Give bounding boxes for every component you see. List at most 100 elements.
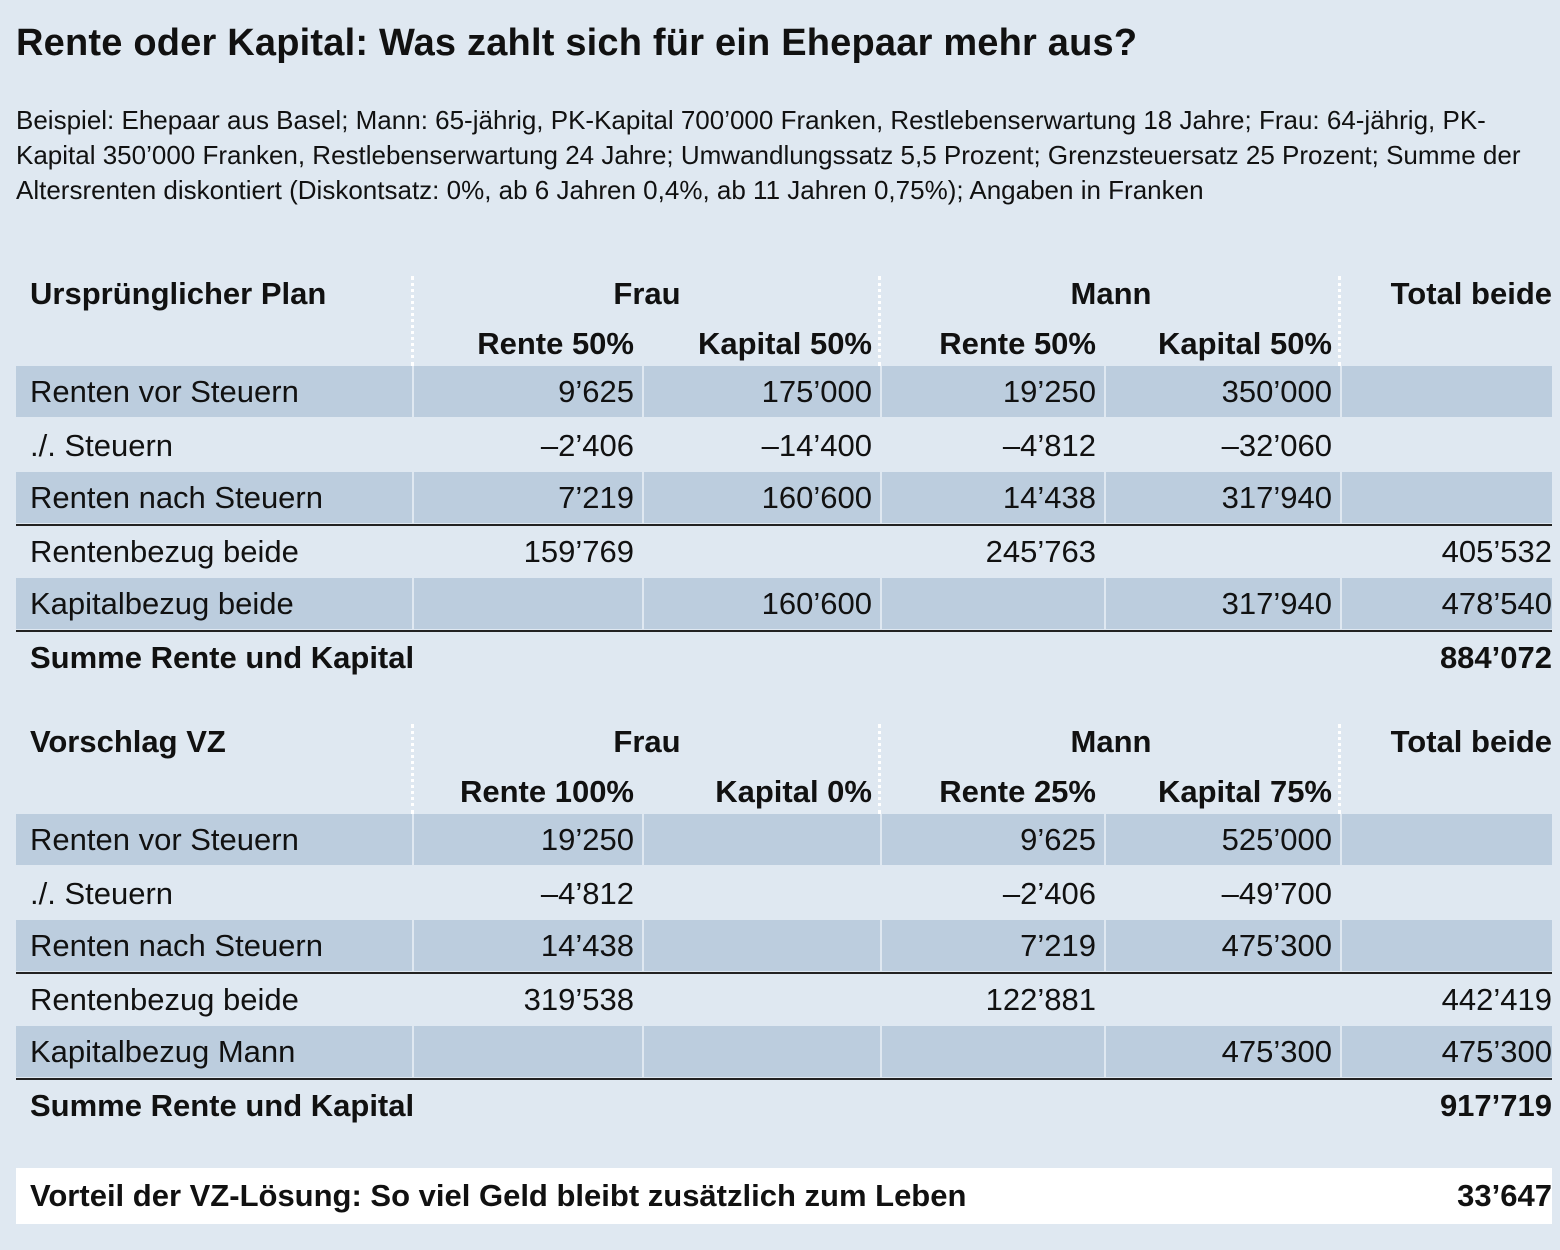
column-divider [411,724,414,814]
divider-line [16,972,1552,974]
sum-value: 917’719 [1439,1088,1552,1123]
cell [1342,920,1552,971]
cell: –4’812 [540,876,634,911]
cell: 317’940 [1106,472,1340,523]
cell: 175’000 [644,366,880,417]
subheader: Rente 50% [939,326,1096,361]
cell: 475’300 [1342,1026,1552,1077]
table-row: Renten vor Steuern 9’625 175’000 19’250 … [16,366,1552,417]
subheader: Rente 25% [939,774,1096,809]
table-subheader-row: Rente 50% Kapital 50% Rente 50% Kapital … [16,326,1552,366]
cell: –32’060 [1221,428,1332,463]
table-header-row: Ursprünglicher Plan Frau Mann Total beid… [16,276,1552,326]
table-subheader-row: Rente 100% Kapital 0% Rente 25% Kapital … [16,774,1552,814]
divider-line [16,1078,1552,1080]
cell: –4’812 [1002,428,1096,463]
group-header-total: Total beide [1390,724,1552,759]
cell: 350’000 [1106,366,1340,417]
table-row: ./. Steuern –2’406 –14’400 –4’812 –32’06… [16,420,1552,471]
cell: 9’625 [414,366,642,417]
subheader: Kapital 50% [1157,326,1332,361]
sum-value: 884’072 [1439,640,1552,675]
table-heading: Ursprünglicher Plan [30,276,327,311]
cell [1342,814,1552,865]
subheader: Kapital 50% [697,326,872,361]
cell [882,578,1104,629]
subheader: Kapital 75% [1157,774,1332,809]
sum-row: Summe Rente und Kapital 884’072 [16,632,1552,683]
group-header-frau: Frau [613,276,681,311]
cell: 525’000 [1106,814,1340,865]
column-divider [1338,724,1341,814]
subheader: Rente 50% [477,326,634,361]
group-header-total: Total beide [1390,276,1552,311]
sum-label: Summe Rente und Kapital [30,640,415,675]
cell: 160’600 [644,578,880,629]
cell: 405’532 [1441,534,1552,569]
cell [1342,868,1552,919]
cell [882,1026,1104,1077]
cell: 7’219 [414,472,642,523]
cell [644,814,880,865]
sum-row: Summe Rente und Kapital 917’719 [16,1080,1552,1131]
intro-text: Beispiel: Ehepaar aus Basel; Mann: 65-jä… [16,105,1521,205]
column-divider [1338,276,1341,366]
column-divider [878,276,881,366]
advantage-label: Vorteil der VZ-Lösung: So viel Geld blei… [30,1178,967,1213]
row-label: Renten vor Steuern [16,814,412,865]
advantage-value: 33’647 [1457,1178,1552,1213]
cell: 159’769 [523,534,634,569]
cell [644,920,880,971]
cell [644,974,880,1025]
table-heading: Vorschlag VZ [30,724,226,759]
cell: 245’763 [985,534,1096,569]
cell [414,1026,642,1077]
cell [1342,366,1552,417]
table-row: Renten nach Steuern 7’219 160’600 14’438… [16,472,1552,523]
cell: –49’700 [1221,876,1332,911]
table-row: Renten vor Steuern 19’250 9’625 525’000 [16,814,1552,865]
table-row: Kapitalbezug Mann 475’300 475’300 [16,1026,1552,1077]
divider-line [16,524,1552,526]
row-label: ./. Steuern [30,876,174,911]
cell [1106,526,1340,577]
cell: 319’538 [523,982,634,1017]
cell: 7’219 [882,920,1104,971]
cell: –14’400 [761,428,872,463]
cell: 19’250 [882,366,1104,417]
cell [644,868,880,919]
cell: 14’438 [882,472,1104,523]
subheader: Kapital 0% [715,774,872,809]
cell: 475’300 [1106,1026,1340,1077]
page-title: Rente oder Kapital: Was zahlt sich für e… [16,22,1138,64]
cell: 19’250 [414,814,642,865]
row-label: Rentenbezug beide [30,534,299,569]
cell: 14’438 [414,920,642,971]
cell [1106,974,1340,1025]
table-row: Renten nach Steuern 14’438 7’219 475’300 [16,920,1552,971]
cell: 160’600 [644,472,880,523]
table-row: ./. Steuern –4’812 –2’406 –49’700 [16,868,1552,919]
cell: 478’540 [1342,578,1552,629]
table-row: Rentenbezug beide 159’769 245’763 405’53… [16,526,1552,577]
cell [1342,472,1552,523]
cell: –2’406 [1002,876,1096,911]
cell: 9’625 [882,814,1104,865]
cell: 317’940 [1106,578,1340,629]
row-label: Kapitalbezug beide [16,578,412,629]
row-label: Renten nach Steuern [16,472,412,523]
cell: 442’419 [1441,982,1552,1017]
table-row: Kapitalbezug beide 160’600 317’940 478’5… [16,578,1552,629]
group-header-mann: Mann [1070,724,1152,759]
subheader: Rente 100% [459,774,634,809]
row-label: Rentenbezug beide [30,982,299,1017]
group-header-frau: Frau [613,724,681,759]
cell [414,578,642,629]
group-header-mann: Mann [1070,276,1152,311]
column-divider [411,276,414,366]
cell [644,1026,880,1077]
cell: 122’881 [985,982,1096,1017]
row-label: Renten nach Steuern [16,920,412,971]
row-label: Kapitalbezug Mann [16,1026,412,1077]
table-row: Rentenbezug beide 319’538 122’881 442’41… [16,974,1552,1025]
